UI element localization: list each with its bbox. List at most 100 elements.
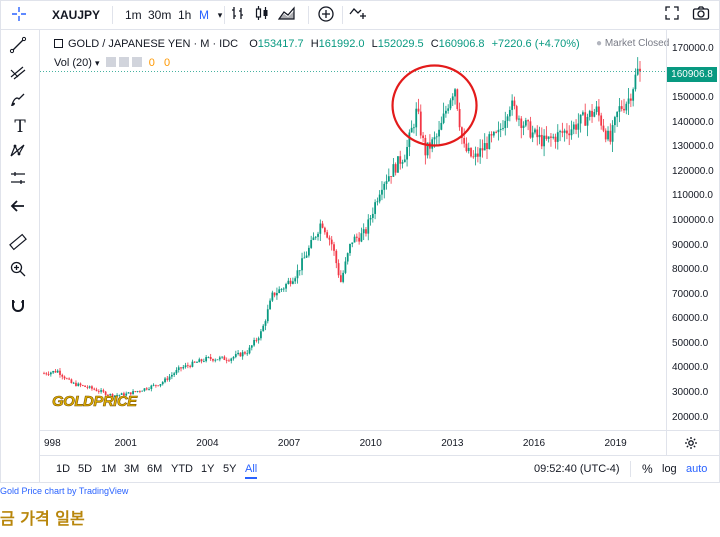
candle-body: [371, 213, 374, 218]
price-tick-label: 20000.0: [672, 411, 709, 423]
candle-body: [451, 96, 454, 101]
candle-body: [508, 109, 511, 117]
candle-body: [527, 120, 530, 122]
percent-toggle[interactable]: %: [642, 462, 653, 476]
candle-body: [276, 292, 278, 296]
instrument-title[interactable]: GOLD / JAPANESE YEN · M · IDC: [68, 38, 239, 50]
candle-body: [447, 108, 450, 111]
range-6m[interactable]: 6M: [147, 463, 163, 475]
range-1m[interactable]: 1M: [101, 463, 117, 475]
camera-icon[interactable]: [692, 5, 712, 25]
candle-body: [177, 367, 180, 371]
candle-body: [399, 156, 402, 164]
ohlc-legend: GOLD / JAPANESE YEN · M · IDC O153417.7 …: [54, 38, 580, 50]
candle-body: [47, 374, 50, 375]
candle-body: [563, 130, 566, 133]
candle-body: [287, 280, 290, 284]
volume-legend[interactable]: Vol (20) ▾ 0 0: [54, 57, 170, 69]
area-chart-icon[interactable]: [278, 5, 298, 25]
bar-style-icon[interactable]: [230, 5, 250, 25]
candle-body: [125, 393, 128, 396]
back-arrow-icon[interactable]: [9, 197, 31, 219]
settings-small-icon[interactable]: [118, 57, 129, 67]
range-all[interactable]: All: [245, 463, 258, 479]
eye-icon[interactable]: [105, 57, 116, 67]
candle-body: [298, 270, 301, 272]
range-3m[interactable]: 3M: [124, 463, 140, 475]
compare-icon[interactable]: [348, 5, 368, 25]
candle-body: [52, 371, 55, 373]
candle-body: [419, 111, 422, 136]
close-small-icon[interactable]: [131, 57, 142, 67]
candle-body: [460, 127, 463, 138]
candle-body: [554, 136, 557, 142]
candle-body: [237, 352, 239, 355]
tradingview-credit[interactable]: Gold Price chart by TradingView: [0, 486, 129, 496]
candle-body: [422, 135, 424, 138]
timeframe-30m[interactable]: 30m: [148, 8, 172, 22]
price-tick-label: 70000.0: [672, 288, 709, 300]
candle-body: [326, 232, 329, 238]
candle-body: [522, 125, 525, 128]
range-5d[interactable]: 5D: [78, 463, 93, 475]
candle-body: [499, 128, 502, 130]
chevron-down-icon[interactable]: ▾: [94, 58, 100, 68]
candle-body: [413, 127, 415, 129]
volume-value-b: 0: [163, 57, 171, 69]
candle-body: [228, 360, 230, 362]
crosshair-icon[interactable]: [10, 5, 30, 25]
symbol-name[interactable]: XAUJPY: [52, 8, 101, 22]
range-5y[interactable]: 5Y: [223, 463, 237, 475]
chart-menu-icon[interactable]: [54, 39, 63, 48]
candles-icon[interactable]: [254, 5, 274, 25]
range-ytd[interactable]: YTD: [171, 463, 193, 475]
fullscreen-icon[interactable]: [664, 5, 684, 25]
candle-body: [269, 300, 271, 310]
candle-body: [328, 237, 331, 240]
range-1y[interactable]: 1Y: [201, 463, 215, 475]
candle-body: [232, 356, 235, 359]
zoom-icon[interactable]: [9, 260, 31, 282]
timeframe-1h[interactable]: 1h: [178, 8, 192, 22]
magnet-icon[interactable]: [9, 297, 31, 319]
price-tick-label: 150000.0: [672, 92, 714, 104]
candle-body: [449, 100, 452, 109]
auto-toggle[interactable]: auto: [686, 463, 708, 475]
candle-body: [481, 148, 484, 151]
candle-body: [490, 134, 493, 136]
candle-body: [394, 164, 397, 173]
candle-body: [319, 223, 322, 234]
candle-body: [143, 388, 146, 391]
candle-body: [550, 136, 552, 138]
clock[interactable]: 09:52:40 (UTC-4): [534, 463, 620, 475]
candle-body: [497, 129, 500, 133]
candle-body: [524, 120, 527, 126]
candle-body: [118, 394, 121, 396]
time-tick-label: 998: [44, 438, 61, 449]
candle-body: [607, 130, 609, 140]
candle-body: [321, 223, 324, 228]
candle-body: [454, 89, 456, 97]
time-tick-label: 2019: [604, 438, 627, 449]
timeframe-month[interactable]: M: [199, 8, 209, 22]
range-1d[interactable]: 1D: [56, 463, 71, 475]
timeframe-1m[interactable]: 1m: [125, 8, 142, 22]
log-toggle[interactable]: log: [662, 463, 677, 475]
trendline-icon[interactable]: [9, 36, 31, 58]
candle-body: [182, 367, 185, 369]
measure-ruler-icon[interactable]: [9, 169, 31, 191]
candle-body: [611, 125, 614, 142]
text-icon[interactable]: T: [14, 117, 26, 137]
candle-body: [75, 382, 77, 386]
pattern-icon[interactable]: [9, 142, 31, 164]
fib-icon[interactable]: [9, 63, 31, 85]
brush-icon[interactable]: [9, 90, 31, 112]
candle-body: [346, 253, 349, 262]
ruler-icon[interactable]: [9, 233, 31, 255]
candle-body: [456, 89, 459, 110]
volume-label[interactable]: Vol (20): [54, 57, 92, 69]
chevron-down-icon[interactable]: ▾: [217, 9, 223, 20]
add-indicator-icon[interactable]: [317, 5, 337, 25]
candle-body: [161, 382, 164, 385]
